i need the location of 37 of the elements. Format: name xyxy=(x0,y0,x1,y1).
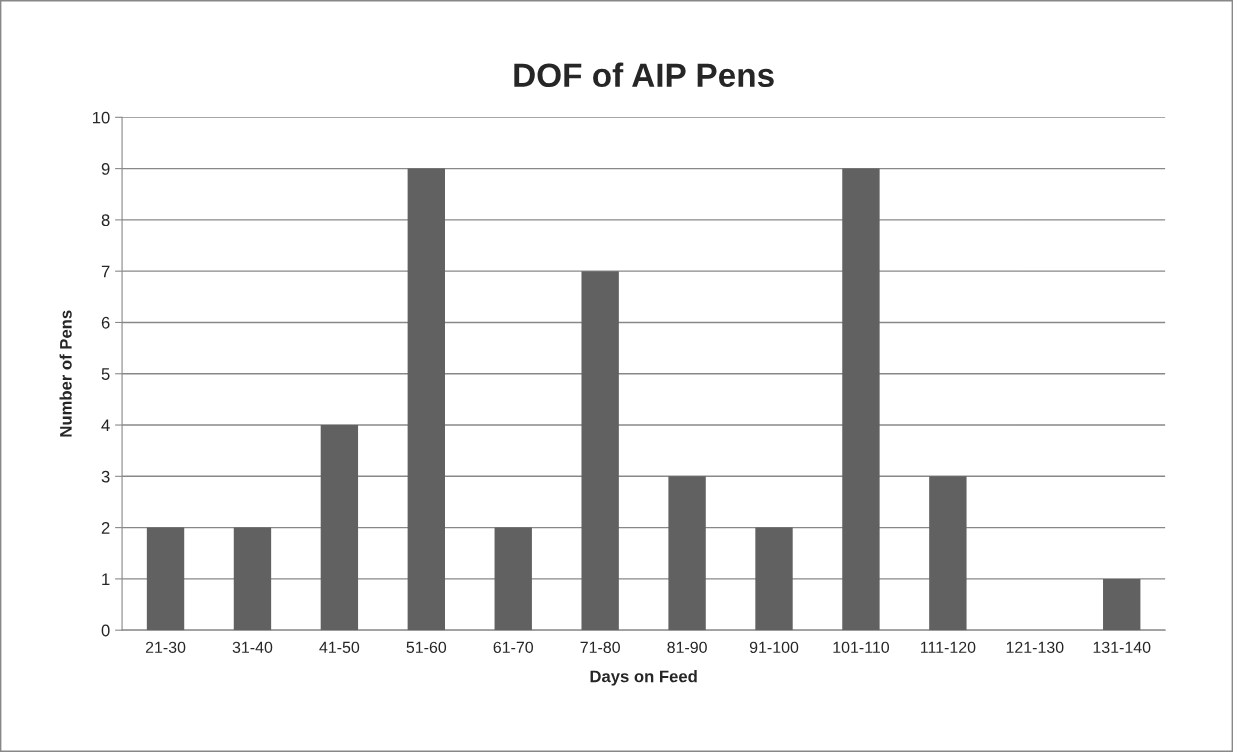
x-tick-label: 131-140 xyxy=(1093,641,1151,654)
y-tick-label: 5 xyxy=(101,368,110,380)
y-tick-label: 8 xyxy=(101,214,110,227)
x-tick-label: 111-120 xyxy=(920,641,976,654)
y-tick-label: 1 xyxy=(102,573,110,585)
y-tick-label: 10 xyxy=(93,111,110,124)
x-tick-label: 31-40 xyxy=(232,641,273,654)
y-tick-label: 6 xyxy=(101,316,110,329)
x-tick-label: 21-30 xyxy=(145,641,186,654)
y-tick-label: 0 xyxy=(101,624,110,637)
bar xyxy=(929,476,967,631)
y-tick-label: 4 xyxy=(101,419,110,432)
y-tick-label: 3 xyxy=(101,470,110,483)
chart-title: DOF of AIP Pens xyxy=(514,62,774,88)
bar xyxy=(494,527,532,631)
y-tick-label: 9 xyxy=(101,163,110,175)
x-tick-label: 41-50 xyxy=(319,641,360,654)
bar xyxy=(146,527,185,631)
x-axis-title: Days on Feed xyxy=(590,670,697,686)
y-tick-label: 7 xyxy=(101,265,110,278)
bar xyxy=(320,425,359,631)
bar xyxy=(842,168,880,631)
x-tick-label: 121-130 xyxy=(1006,641,1064,654)
y-tick-label: 2 xyxy=(101,522,110,534)
bar xyxy=(668,476,706,631)
x-tick-label: 61-70 xyxy=(493,641,534,654)
x-tick-label: 81-90 xyxy=(667,641,707,654)
bar xyxy=(233,527,272,631)
bar xyxy=(755,527,793,631)
bar xyxy=(1103,578,1141,631)
x-tick-label: 91-100 xyxy=(749,641,799,654)
y-axis-title: Number of Pens xyxy=(59,310,72,437)
bar xyxy=(407,168,445,631)
x-tick-label: 101-110 xyxy=(833,641,890,654)
x-tick-label: 71-80 xyxy=(580,641,620,654)
bar xyxy=(581,271,619,631)
x-tick-label: 51-60 xyxy=(406,641,447,654)
